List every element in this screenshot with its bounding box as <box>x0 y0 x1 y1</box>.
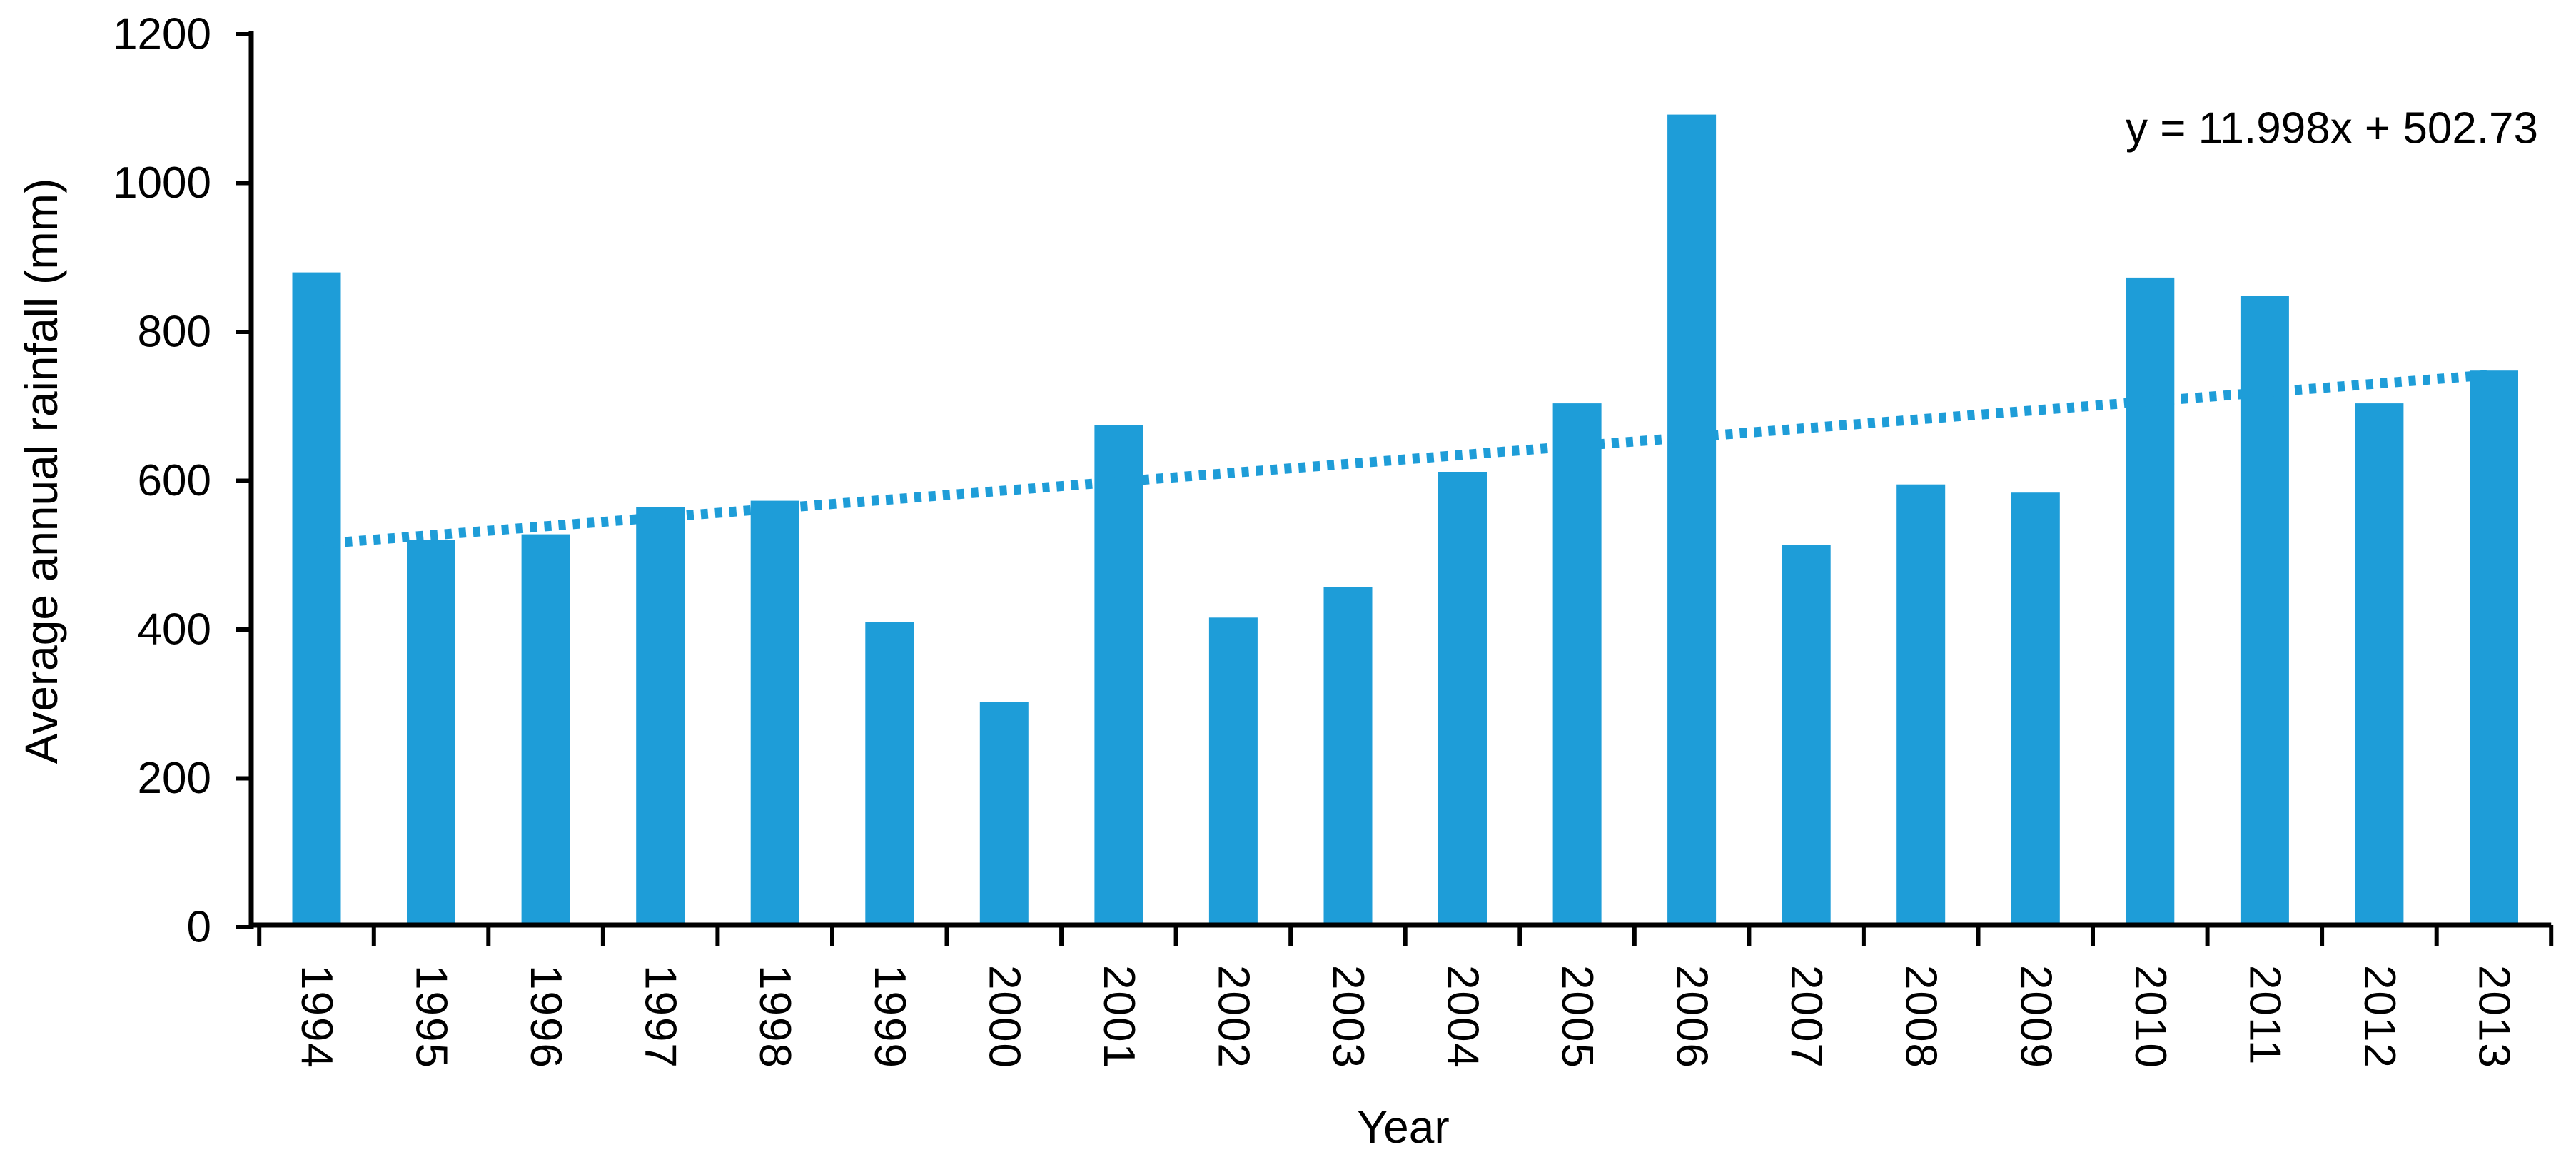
y-tick-label-200: 200 <box>138 754 211 803</box>
x-category-label-2009: 2009 <box>2011 965 2060 1069</box>
bar-2008 <box>1896 484 1946 927</box>
bar-2006 <box>1667 114 1717 928</box>
y-tick-label-1000: 1000 <box>113 158 211 208</box>
y-axis-title: Average annual rainfall (mm) <box>16 178 67 764</box>
x-category-label-2001: 2001 <box>1094 965 1143 1069</box>
x-category-labels: 1994 1995 1996 1997 1998 1999 2000 2001 2002 2003… <box>292 965 2518 1069</box>
bar-2010 <box>2126 277 2175 927</box>
bar-2000 <box>979 702 1029 927</box>
x-category-label-2012: 2012 <box>2355 965 2404 1069</box>
bar-2009 <box>2011 492 2060 927</box>
x-category-label-2010: 2010 <box>2126 965 2175 1069</box>
bar-1994 <box>292 272 341 928</box>
bar-2004 <box>1438 472 1487 927</box>
axes-layer <box>236 31 2554 946</box>
bar-2012 <box>2355 403 2404 927</box>
x-category-label-2008: 2008 <box>1896 965 1946 1069</box>
bar-2005 <box>1552 403 1602 927</box>
y-tick-labels: 0 200 400 600 800 1000 1200 <box>113 10 211 952</box>
bar-2003 <box>1323 587 1373 927</box>
x-category-label-1994: 1994 <box>292 965 341 1069</box>
x-category-label-2013: 2013 <box>2469 965 2518 1069</box>
bar-1999 <box>865 622 914 927</box>
x-category-label-2007: 2007 <box>1782 965 1831 1069</box>
x-category-label-1999: 1999 <box>865 965 914 1069</box>
trendline-layer <box>315 369 2495 550</box>
y-tick-label-0: 0 <box>187 903 211 952</box>
x-category-label-1996: 1996 <box>521 965 570 1069</box>
x-category-label-2004: 2004 <box>1438 965 1487 1069</box>
bar-1998 <box>750 500 799 927</box>
bar-2001 <box>1094 425 1143 927</box>
y-tick-label-800: 800 <box>138 308 211 357</box>
bar-1996 <box>521 534 570 927</box>
y-tick-label-1200: 1200 <box>113 10 211 59</box>
x-category-label-2003: 2003 <box>1323 965 1373 1069</box>
x-category-label-2005: 2005 <box>1552 965 1602 1069</box>
x-category-label-1995: 1995 <box>407 965 456 1069</box>
y-tick-label-600: 600 <box>138 456 211 505</box>
x-category-label-2000: 2000 <box>979 965 1029 1069</box>
bar-1995 <box>407 540 455 927</box>
y-tick-label-400: 400 <box>138 605 211 655</box>
bar-2011 <box>2240 296 2289 927</box>
trendline <box>315 369 2495 550</box>
x-category-label-2011: 2011 <box>2240 965 2289 1066</box>
x-category-label-2002: 2002 <box>1208 965 1258 1069</box>
trendline-equation-label: y = 11.998x + 502.73 <box>2126 104 2538 153</box>
x-axis-title: Year <box>1357 1101 1449 1153</box>
bar-1997 <box>636 507 685 927</box>
bar-2013 <box>2470 370 2518 927</box>
x-category-label-1997: 1997 <box>636 965 685 1069</box>
bar-2002 <box>1208 617 1258 927</box>
bars-layer <box>292 114 2518 928</box>
x-category-label-1998: 1998 <box>750 965 799 1069</box>
x-category-label-2006: 2006 <box>1667 965 1717 1069</box>
bar-2007 <box>1782 545 1831 927</box>
